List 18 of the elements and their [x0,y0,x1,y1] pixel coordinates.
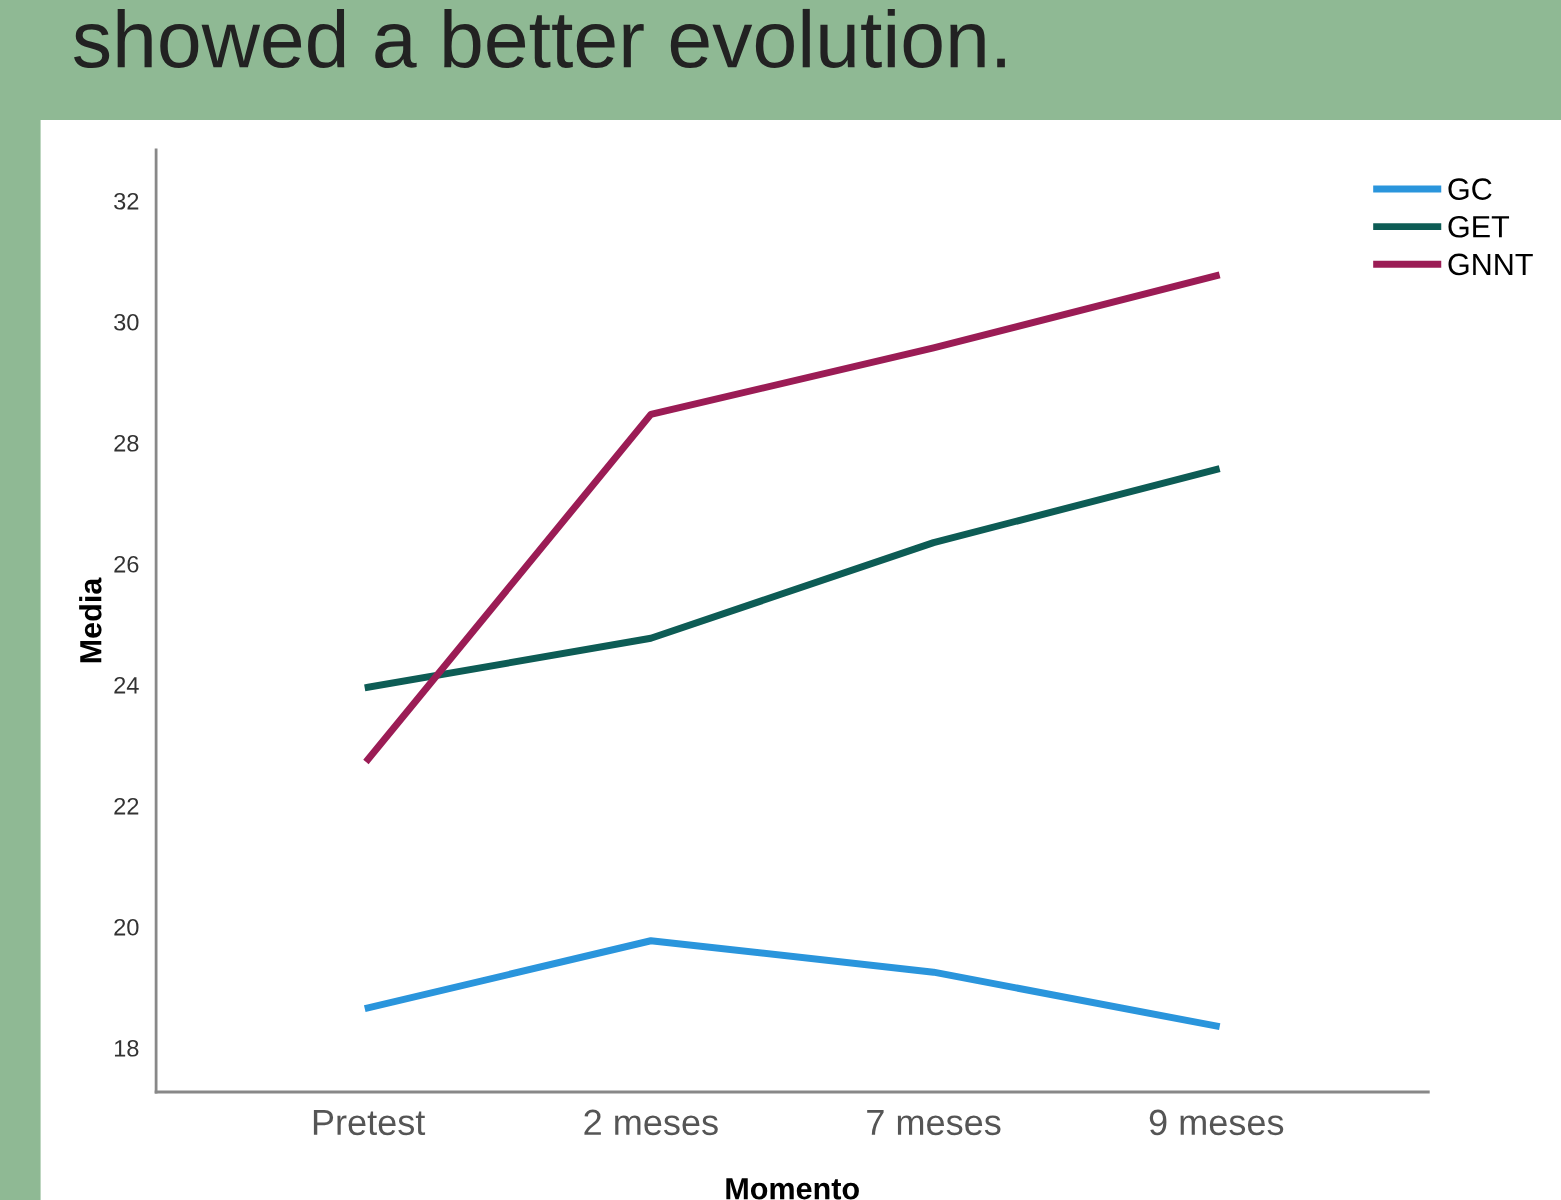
chart-title: showed a better evolution. [74,8,1005,69]
y-axis-title: Media [79,577,102,663]
legend-label: GNNT [1448,253,1533,276]
x-tick-label: 9 meses [1149,1109,1284,1136]
x-tick-label: 7 meses [867,1109,1001,1136]
y-tick-label: 26 [114,555,139,573]
x-tick-label: 2 meses [584,1109,718,1136]
y-tick-label: 24 [114,676,139,694]
y-tick-label: 30 [114,313,139,331]
y-tick-label: 22 [114,797,139,815]
x-axis-title: Momento [726,1178,859,1200]
y-tick-label: 18 [114,1039,139,1057]
y-tick-label: 20 [114,918,139,936]
legend-label: GC [1448,178,1492,200]
x-tick-label: Pretest [313,1109,426,1136]
legend-label: GET [1448,215,1510,238]
y-tick-label: 28 [114,434,139,452]
y-tick-label: 32 [114,192,139,210]
